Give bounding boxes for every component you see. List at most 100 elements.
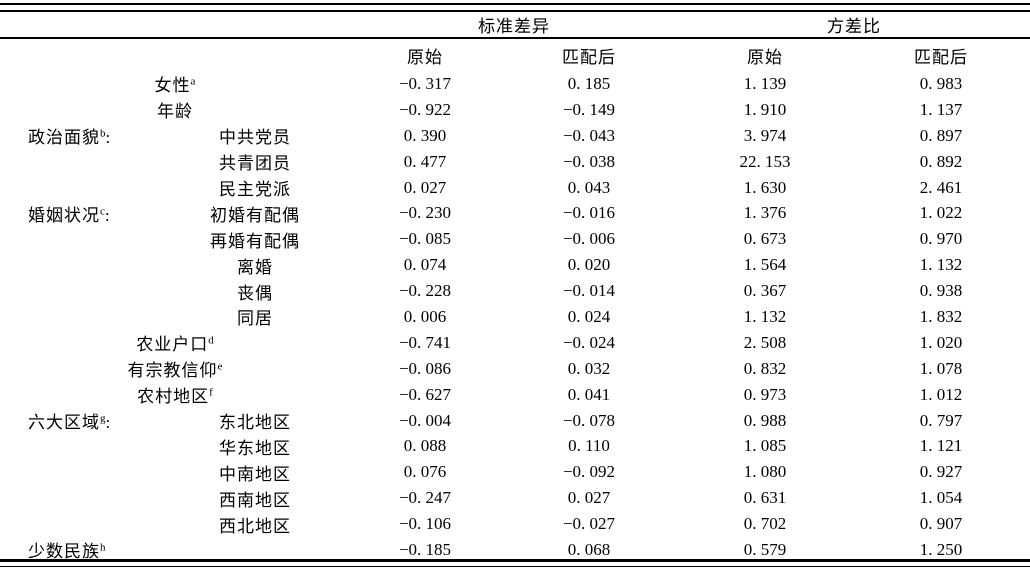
item-label-cell: 丧偶 xyxy=(160,278,350,304)
variable-label-text: 女性 xyxy=(154,76,191,96)
table-row: 华东地区 0. 088 0. 110 1. 085 1. 121 xyxy=(0,433,1030,459)
group-label-cell xyxy=(0,175,160,201)
value-cell: 0. 970 xyxy=(919,229,963,249)
table-row: 少数民族h −0. 185 0. 068 0. 579 1. 250 xyxy=(0,537,1030,563)
value-cell: −0. 247 xyxy=(398,488,452,508)
table-row: 离婚 0. 074 0. 020 1. 564 1. 132 xyxy=(0,252,1030,278)
variable-label-text: 年龄 xyxy=(157,102,193,122)
value-cell: −0. 922 xyxy=(398,99,452,119)
value-cell: 1. 564 xyxy=(743,255,787,275)
item-label-text: 西南地区 xyxy=(219,490,291,510)
item-label-cell: 同居 xyxy=(160,304,350,330)
value-cell: −0. 086 xyxy=(398,358,452,378)
value-cell: −0. 741 xyxy=(398,332,452,352)
group-label-cell xyxy=(0,278,160,304)
value-cell: 1. 054 xyxy=(919,488,963,508)
value-cell: −0. 038 xyxy=(562,151,616,171)
footnote-marker: e xyxy=(217,360,223,373)
variable-label-text: 有宗教信仰 xyxy=(127,361,218,381)
item-label-text: 共青团员 xyxy=(219,154,291,174)
value-cell: −0. 085 xyxy=(398,229,452,249)
footnote-marker: h xyxy=(100,541,106,554)
value-cell: 0. 832 xyxy=(743,358,787,378)
value-cell: 1. 832 xyxy=(919,306,963,326)
table-row: 再婚有配偶 −0. 085 −0. 006 0. 673 0. 970 xyxy=(0,226,1030,252)
stub-subheader-spacer xyxy=(0,38,350,71)
value-cell: 1. 012 xyxy=(919,384,963,404)
footnote-marker: d xyxy=(208,334,214,347)
footnote-marker: c xyxy=(100,205,105,218)
group-label-cell: 六大区域g: xyxy=(0,408,160,434)
value-cell: 1. 132 xyxy=(743,306,787,326)
variable-label-cell: 女性a xyxy=(0,71,350,97)
value-cell: 0. 020 xyxy=(567,255,611,275)
value-cell: 0. 068 xyxy=(567,539,611,559)
value-cell: −0. 016 xyxy=(562,203,616,223)
value-cell: 0. 673 xyxy=(743,229,787,249)
value-cell: 1. 630 xyxy=(743,177,787,197)
value-cell: 0. 983 xyxy=(919,73,963,93)
table-row: 婚姻状况c: 初婚有配偶 −0. 230 −0. 016 1. 376 1. 022 xyxy=(0,200,1030,226)
item-label-cell: 离婚 xyxy=(160,252,350,278)
value-cell: 0. 074 xyxy=(403,255,447,275)
value-cell: 2. 508 xyxy=(743,332,787,352)
table-row: 中南地区 0. 076 −0. 092 1. 080 0. 927 xyxy=(0,459,1030,485)
group-label-text: 政治面貌 xyxy=(28,128,100,148)
subheader-vr-matched: 匹配后 xyxy=(914,47,968,67)
value-cell: 1. 137 xyxy=(919,99,963,119)
footnote-marker: a xyxy=(190,75,196,88)
value-cell: −0. 185 xyxy=(398,539,452,559)
sub-header-row: 原始 匹配后 原始 匹配后 xyxy=(0,38,1030,71)
value-cell: 0. 185 xyxy=(567,73,611,93)
variable-label-cell: 少数民族h xyxy=(0,537,350,563)
value-cell: 0. 988 xyxy=(743,410,787,430)
value-cell: 0. 973 xyxy=(743,384,787,404)
bottom-rule-outer xyxy=(0,559,1030,562)
table-row: 年龄 −0. 922 −0. 149 1. 910 1. 137 xyxy=(0,97,1030,123)
value-cell: −0. 627 xyxy=(398,384,452,404)
value-cell: 1. 022 xyxy=(919,203,963,223)
value-cell: −0. 043 xyxy=(562,125,616,145)
value-cell: −0. 027 xyxy=(562,514,616,534)
group-label-cell xyxy=(0,226,160,252)
group-label-colon: : xyxy=(105,128,112,148)
item-label-text: 民主党派 xyxy=(219,180,291,199)
footnote-marker: f xyxy=(209,386,213,399)
group-label-colon: : xyxy=(104,205,111,225)
value-cell: −0. 228 xyxy=(398,281,452,301)
value-cell: 0. 938 xyxy=(919,281,963,301)
value-cell: 2. 461 xyxy=(919,177,963,197)
item-label-cell: 西北地区 xyxy=(160,511,350,537)
value-cell: −0. 078 xyxy=(562,410,616,430)
subheader-std-matched: 匹配后 xyxy=(562,47,616,67)
value-cell: 0. 797 xyxy=(919,410,963,430)
item-label-text: 离婚 xyxy=(237,257,273,277)
table-row: 西南地区 −0. 247 0. 027 0. 631 1. 054 xyxy=(0,485,1030,511)
value-cell: −0. 092 xyxy=(562,462,616,482)
item-label-text: 东北地区 xyxy=(219,413,291,433)
footnote-marker: b xyxy=(100,127,106,140)
value-cell: 0. 088 xyxy=(403,436,447,456)
item-label-text: 初婚有配偶 xyxy=(210,205,300,225)
value-cell: 3. 974 xyxy=(743,125,787,145)
table-row: 丧偶 −0. 228 −0. 014 0. 367 0. 938 xyxy=(0,278,1030,304)
table-row: 共青团员 0. 477 −0. 038 22. 153 0. 892 xyxy=(0,149,1030,175)
value-cell: 0. 027 xyxy=(567,488,611,508)
value-cell: 1. 085 xyxy=(743,436,787,456)
item-label-cell: 再婚有配偶 xyxy=(160,226,350,252)
value-cell: 0. 006 xyxy=(403,306,447,326)
item-label-cell: 民主党派 xyxy=(160,175,350,201)
variable-label-cell: 农业户口d xyxy=(0,330,350,356)
value-cell: 0. 907 xyxy=(919,514,963,534)
value-cell: 1. 376 xyxy=(743,203,787,223)
group-header-row: 标准差异 方差比 xyxy=(0,12,1030,39)
covariate-balance-table: 标准差异 方差比 原始 匹配后 原始 匹配后 女性a −0. 317 0. 185 1… xyxy=(0,12,1030,563)
value-cell: 0. 892 xyxy=(919,151,963,171)
item-label-cell: 华东地区 xyxy=(160,433,350,459)
value-cell: −0. 024 xyxy=(562,332,616,352)
value-cell: 0. 076 xyxy=(403,462,447,482)
item-label-text: 西北地区 xyxy=(219,516,291,536)
table-row: 有宗教信仰e −0. 086 0. 032 0. 832 1. 078 xyxy=(0,356,1030,382)
value-cell: 0. 041 xyxy=(567,384,611,404)
